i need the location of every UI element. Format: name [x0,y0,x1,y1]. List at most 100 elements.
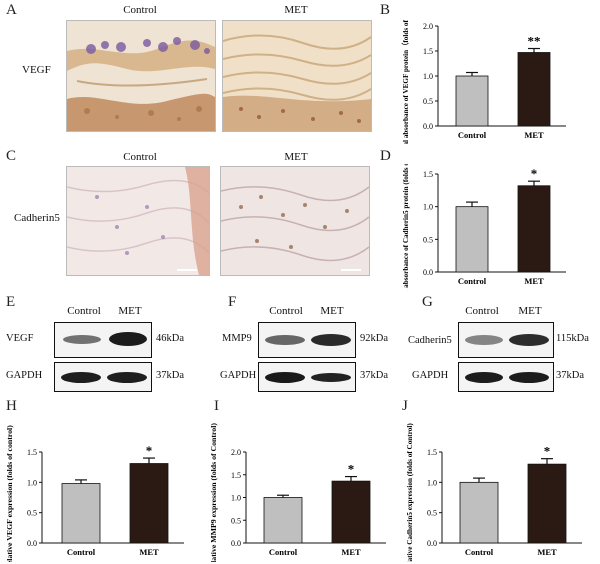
chart-i-ytick-label-3: 1.5 [231,471,241,480]
micrograph-cadherin5-met [220,166,370,276]
chart-j-ylabel: Relative Cadherin5 expression (folds of … [406,423,414,562]
blot-e-loading-size: 37kDa [156,370,184,381]
blot-e-loading-label: GAPDH [6,370,43,381]
micrograph-vegf-met [222,20,372,132]
chart-b-ytick-label-2: 1.0 [423,72,433,81]
chart-b-xlabel-control: Control [458,130,487,140]
chart-b-ytick-label-3: 1.5 [423,47,433,56]
chart-d-ytick-label-2: 1.0 [423,203,433,212]
blot-f-header-met: MET [320,305,344,317]
chart-i-ytick-label-4: 2.0 [231,448,241,457]
chart-d-xlabel-met: MET [524,276,544,286]
chart-i-ylabel: Relative MMP9 expression (folds of Contr… [209,423,218,562]
panel-label-i: I [214,398,219,414]
chart-d-bar-met [517,185,551,273]
chart-b-significance: ** [528,34,541,49]
chart-i-significance: * [348,462,355,477]
chart-h-ytick-label-2: 1.0 [27,478,37,487]
chart-h-bar-control [61,483,101,544]
histology-header-control-c: Control [123,151,157,163]
blot-g-target-size: 115kDa [556,333,589,344]
blot-g-target-label: Cadherin5 [408,335,452,346]
micrograph-cadherin5-control [66,166,210,276]
chart-h-ytick-label-0: 0.0 [27,539,37,548]
bar-chart-d: 0.0 0.5 1.0 1.5 Control MET * Integral absorb… [402,164,566,290]
blot-g-loading-size: 37kDa [556,370,584,381]
blot-f-loading-label: GAPDH [220,370,257,381]
chart-b-ytick-label-0: 0.0 [423,122,433,131]
histology-header-met-c: MET [284,151,308,163]
chart-b-bar-met [517,52,551,127]
chart-b-bars: Control MET ** [455,34,551,140]
chart-j-bar-met [527,463,567,544]
micrograph-vegf-control [66,20,216,132]
chart-b-xlabel-met: MET [524,130,544,140]
blot-f-target-size: 92kDa [360,333,388,344]
blot-f-target-label: MMP9 [222,333,252,344]
chart-d-ytick-label-1: 0.5 [423,235,433,244]
chart-d-ylabel: Integral absorbance of Cadherin5 protein… [402,164,410,290]
chart-h-ylabel: Relative VEGF expression (folds of contr… [5,425,14,562]
chart-j-bar-control [459,481,499,544]
chart-b-ylabel: Integral absorbance of VEGF protein（fold… [401,18,410,144]
chart-j-ytick-label-2: 1.0 [427,478,437,487]
chart-h-ytick-label-1: 0.5 [27,509,37,518]
bar-chart-j: 0.0 0.5 1.0 1.5 Control MET * Relative Cadher… [406,423,582,562]
chart-d-ytick-label-0: 0.0 [423,268,433,277]
blot-f-header-control: Control [269,305,303,317]
blot-e-gapdh [54,362,152,392]
chart-j-ytick-label-3: 1.5 [427,448,437,457]
panel-label-h: H [6,398,17,414]
blot-f-mmp9 [258,322,356,358]
histology-row-label-cadherin5: Cadherin5 [14,212,60,224]
blot-g-header-met: MET [518,305,542,317]
chart-d-bar-control [455,206,489,273]
chart-j-xlabel-control: Control [465,547,494,557]
chart-j-significance: * [544,444,551,459]
chart-b-ytick-label-4: 2.0 [423,22,433,31]
blot-e-target-size: 46kDa [156,333,184,344]
panel-label-f: F [228,294,237,310]
chart-d-ytick-label-3: 1.5 [423,170,433,179]
bar-chart-b: 0.0 0.5 1.0 1.5 2.0 Control MET ** Integral ab… [401,18,566,144]
chart-h-significance: * [146,443,153,458]
panel-label-e: E [6,294,16,310]
chart-d-xlabel-control: Control [458,276,487,286]
chart-i-ytick-label-1: 0.5 [231,516,241,525]
panel-label-j: J [402,398,408,414]
chart-i-bar-met [331,480,371,544]
blot-g-gapdh [458,362,554,392]
histology-row-label-vegf: VEGF [22,64,51,76]
chart-i-xlabel-met: MET [341,547,361,557]
chart-b-bar-control [455,75,489,127]
chart-h-ytick-label-3: 1.5 [27,448,37,457]
panel-label-d: D [380,148,391,164]
panel-label-g: G [422,294,433,310]
bar-chart-h: 0.0 0.5 1.0 1.5 Control MET * Relative VEGF e… [5,425,184,562]
blot-f-loading-size: 37kDa [360,370,388,381]
panel-label-a: A [6,2,17,18]
blot-g-header-control: Control [465,305,499,317]
chart-j-xlabel-met: MET [537,547,557,557]
panel-label-c: C [6,148,17,164]
chart-h-bars: Control MET * [61,443,169,557]
blot-g-cadherin5 [458,322,554,358]
blot-e-target-label: VEGF [6,333,34,344]
blot-g-loading-label: GAPDH [412,370,449,381]
chart-h-bar-met [129,463,169,544]
blot-f-gapdh [258,362,356,392]
chart-j-bars: Control MET * [459,444,567,557]
chart-i-xlabel-control: Control [269,547,298,557]
chart-d-bars: Control MET * [455,166,551,286]
blot-e-vegf [54,322,152,358]
histology-header-met-a: MET [284,4,308,16]
chart-h-xlabel-met: MET [139,547,159,557]
chart-i-bars: Control MET * [263,462,371,557]
chart-d-significance: * [531,166,538,181]
chart-j-ytick-label-1: 0.5 [427,509,437,518]
chart-h-xlabel-control: Control [67,547,96,557]
bar-chart-i: 0.0 0.5 1.0 1.5 2.0 Control MET * Relative MMP… [209,423,386,562]
blot-e-header-control: Control [67,305,101,317]
chart-i-bar-control [263,497,303,544]
chart-i-ytick-label-2: 1.0 [231,494,241,503]
